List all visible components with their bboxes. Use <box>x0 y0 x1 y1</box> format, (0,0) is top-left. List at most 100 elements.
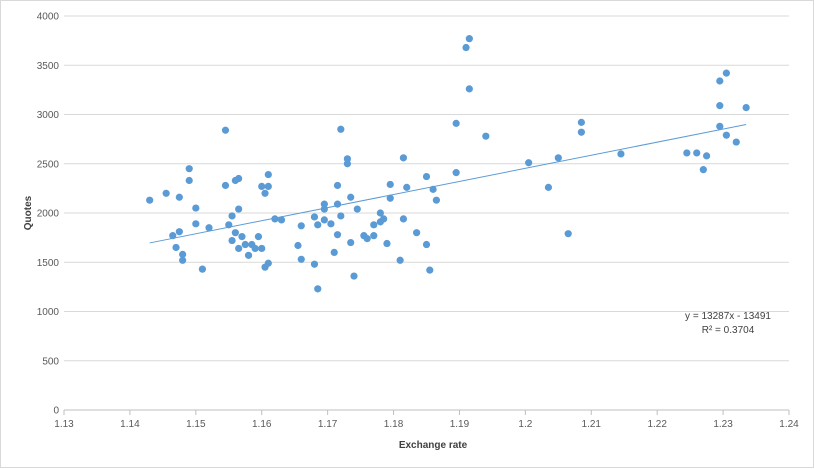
x-tick-label: 1.16 <box>252 419 272 430</box>
data-point <box>413 229 421 237</box>
data-point <box>185 165 193 173</box>
y-tick-label: 2000 <box>37 209 60 220</box>
data-point <box>251 244 259 253</box>
trendline-equation: y = 13287x - 13491 <box>685 311 771 322</box>
data-point <box>310 260 319 268</box>
data-point <box>380 215 388 223</box>
data-point <box>264 259 272 267</box>
data-point <box>370 232 378 240</box>
data-point <box>462 43 470 52</box>
data-point <box>343 160 352 168</box>
data-point <box>264 182 272 191</box>
data-point <box>333 200 342 208</box>
data-point <box>277 216 286 224</box>
data-point <box>699 166 707 174</box>
data-point <box>235 244 243 253</box>
data-point <box>169 232 177 240</box>
x-tick-label: 1.17 <box>318 419 338 430</box>
data-point <box>192 220 200 228</box>
trendline-r-squared: R² = 0.3704 <box>702 325 755 336</box>
data-point <box>314 285 322 293</box>
data-point <box>221 126 230 134</box>
data-point <box>261 189 269 197</box>
data-point <box>333 231 342 239</box>
data-point <box>482 132 490 140</box>
data-point <box>185 176 193 185</box>
data-point <box>353 205 361 213</box>
data-point <box>577 118 585 126</box>
data-point <box>386 180 394 189</box>
data-point <box>396 256 404 264</box>
data-point <box>179 250 187 258</box>
data-point <box>254 233 263 241</box>
data-point <box>347 238 355 247</box>
data-point <box>320 200 328 208</box>
data-point <box>337 212 345 220</box>
data-point <box>465 85 473 93</box>
x-axis-title: Exchange rate <box>399 440 468 451</box>
data-point <box>221 181 230 190</box>
x-tick-label: 1.2 <box>518 419 532 430</box>
data-point <box>722 131 730 139</box>
data-point <box>146 196 154 204</box>
data-point <box>554 154 562 162</box>
trendline <box>149 124 747 244</box>
data-point <box>399 154 408 162</box>
data-point <box>399 215 408 223</box>
data-point <box>175 228 183 236</box>
data-point <box>198 265 207 273</box>
data-point <box>370 221 378 229</box>
data-point <box>383 239 391 248</box>
data-point <box>271 215 279 223</box>
data-point <box>297 222 305 230</box>
data-point <box>327 220 335 228</box>
data-point <box>258 182 266 191</box>
data-point <box>386 194 394 202</box>
data-point <box>235 205 243 213</box>
data-point <box>426 266 434 274</box>
data-point <box>175 193 183 201</box>
data-point <box>172 243 180 252</box>
y-tick-label: 3000 <box>37 110 60 121</box>
x-tick-label: 1.22 <box>647 419 667 430</box>
data-point <box>179 256 187 264</box>
axes <box>63 409 790 415</box>
data-point <box>703 152 711 160</box>
data-point <box>403 183 411 191</box>
data-point <box>742 104 750 112</box>
data-point <box>429 185 437 193</box>
data-point <box>363 235 371 243</box>
data-point <box>294 241 302 250</box>
data-point <box>228 236 236 245</box>
data-point <box>333 181 342 190</box>
data-point <box>297 255 305 263</box>
x-tick-label: 1.14 <box>120 419 140 430</box>
x-tick-labels: 1.13 1.14 1.15 1.16 1.17 1.18 1.19 1.2 1.21 1.22 1… <box>54 419 799 430</box>
data-point <box>683 149 691 157</box>
data-point <box>732 138 740 146</box>
y-axis-title: Quotes <box>23 195 34 230</box>
data-point <box>258 244 266 253</box>
data-point <box>577 128 585 136</box>
y-tick-label: 1500 <box>37 258 60 269</box>
data-point <box>693 149 701 157</box>
data-point <box>228 212 236 220</box>
x-tick-label: 1.23 <box>713 419 733 430</box>
data-point <box>525 159 533 167</box>
data-point <box>330 248 338 256</box>
data-point <box>350 272 358 280</box>
data-point <box>465 35 473 43</box>
x-tick-label: 1.24 <box>779 419 799 430</box>
x-tick-label: 1.18 <box>384 419 404 430</box>
data-point <box>337 125 345 133</box>
data-point <box>162 189 170 197</box>
data-point <box>376 209 384 217</box>
data-point <box>320 205 328 213</box>
x-tick-label: 1.19 <box>450 419 470 430</box>
data-point <box>238 233 246 241</box>
data-point <box>264 170 272 179</box>
data-point <box>716 122 724 130</box>
data-point <box>310 213 319 221</box>
data-point <box>422 240 431 249</box>
